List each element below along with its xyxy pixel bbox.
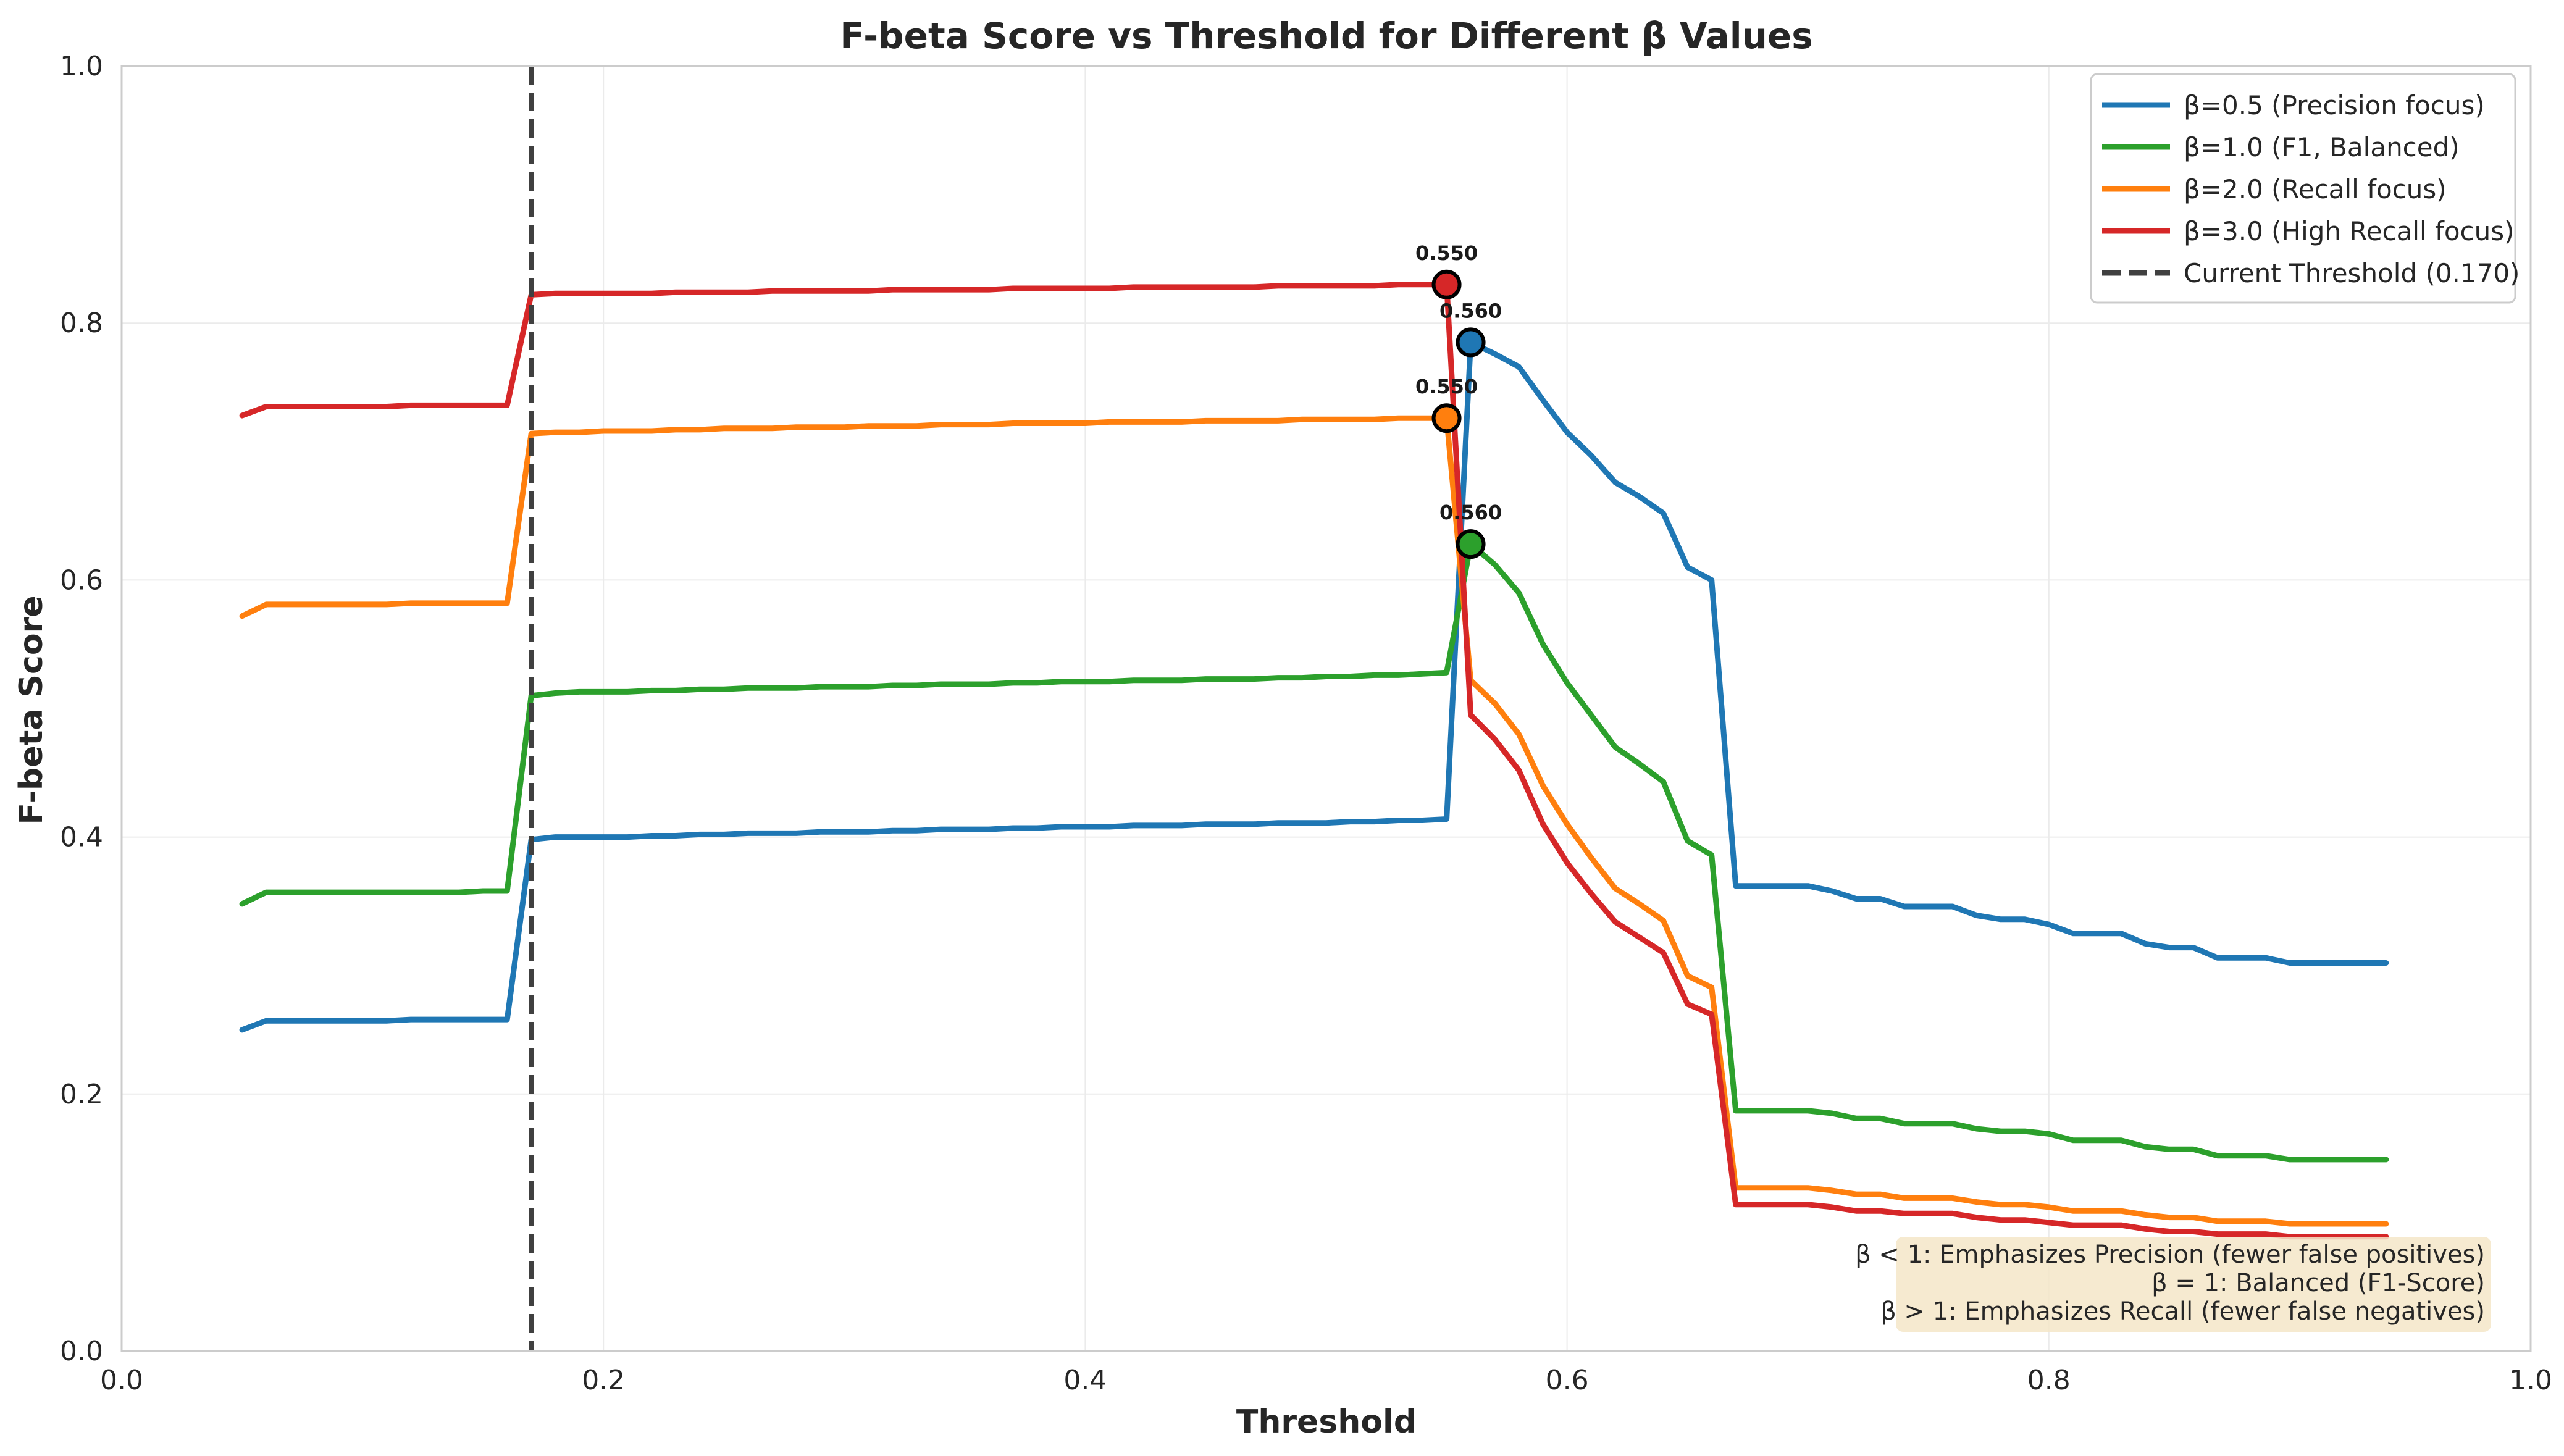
peak-label: 0.560 bbox=[1439, 299, 1502, 322]
beta-explanation-box: β < 1: Emphasizes Precision (fewer false… bbox=[1855, 1237, 2491, 1332]
series-line-beta-2 bbox=[239, 415, 2389, 1227]
x-tick-label: 0.2 bbox=[582, 1365, 625, 1396]
legend-entry-label: β=2.0 (Recall focus) bbox=[2184, 174, 2447, 204]
x-axis-label: Threshold bbox=[1236, 1404, 1417, 1441]
peak-label: 0.560 bbox=[1439, 501, 1502, 524]
y-tick-label: 0.6 bbox=[60, 564, 103, 596]
annotation-line: β = 1: Balanced (F1-Score) bbox=[2151, 1269, 2485, 1297]
annotation-line: β > 1: Emphasizes Recall (fewer false ne… bbox=[1880, 1297, 2485, 1326]
y-axis-label: F-beta Score bbox=[13, 596, 50, 825]
x-tick-label: 0.0 bbox=[100, 1365, 143, 1396]
legend-entry-label: β=0.5 (Precision focus) bbox=[2184, 90, 2485, 120]
series-line-beta-0 bbox=[239, 339, 2389, 1033]
y-tick-label: 0.0 bbox=[60, 1336, 103, 1367]
axes: 0.0 0.2 0.4 0.6 0.8 1.0 0.0 0.2 0.4 0.6 0.8 1.0 bbox=[60, 51, 2552, 1396]
peak-marker bbox=[1431, 269, 1462, 299]
y-tick-label: 0.4 bbox=[60, 822, 103, 853]
peak-markers: 0.560 0.560 0.550 0.550 bbox=[1415, 241, 1502, 559]
peak-marker bbox=[1456, 529, 1486, 559]
peak-label: 0.550 bbox=[1415, 241, 1478, 265]
series-line-beta-1 bbox=[239, 541, 2389, 1163]
legend: β=0.5 (Precision focus) β=1.0 (F1, Balanc… bbox=[2090, 73, 2520, 304]
x-tick-label: 0.4 bbox=[1063, 1365, 1107, 1396]
series-lines bbox=[239, 282, 2389, 1240]
legend-entry-label: β=3.0 (High Recall focus) bbox=[2184, 216, 2515, 246]
peak-marker bbox=[1456, 327, 1486, 358]
peak-label: 0.550 bbox=[1415, 375, 1478, 398]
y-tick-label: 0.2 bbox=[60, 1079, 103, 1110]
y-tick-label: 1.0 bbox=[60, 51, 103, 82]
x-tick-label: 1.0 bbox=[2509, 1365, 2552, 1396]
legend-entry-label: β=1.0 (F1, Balanced) bbox=[2184, 132, 2460, 162]
annotation-box bbox=[1896, 1237, 2491, 1332]
chart-title: F-beta Score vs Threshold for Different … bbox=[840, 15, 1813, 57]
y-tick-label: 0.8 bbox=[60, 308, 103, 339]
plot-frame bbox=[120, 65, 2532, 1352]
series-line-beta-3 bbox=[239, 282, 2389, 1240]
x-tick-label: 0.8 bbox=[2027, 1365, 2071, 1396]
legend-entry-label: Current Threshold (0.170) bbox=[2184, 258, 2520, 288]
annotation-line: β < 1: Emphasizes Precision (fewer false… bbox=[1855, 1241, 2485, 1269]
legend-box bbox=[2090, 73, 2516, 304]
x-tick-label: 0.6 bbox=[1546, 1365, 1589, 1396]
peak-marker bbox=[1431, 403, 1462, 433]
